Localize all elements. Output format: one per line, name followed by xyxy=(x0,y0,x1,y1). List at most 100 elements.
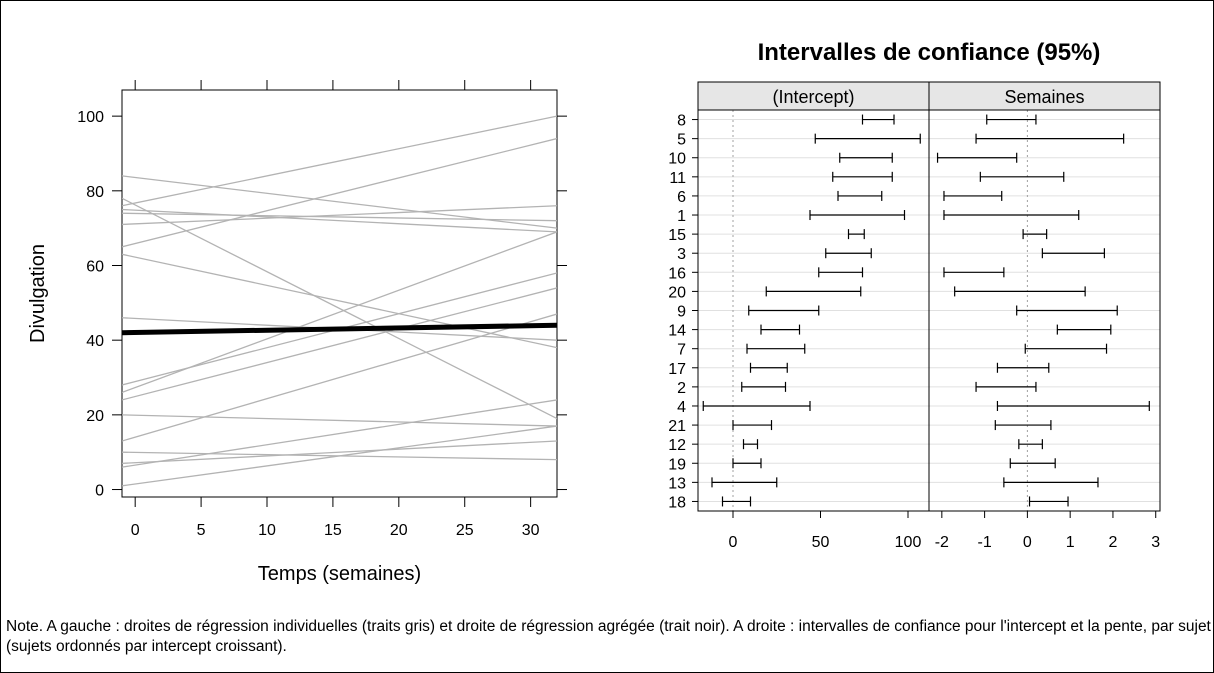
interval-subject-9 xyxy=(748,305,820,316)
interval-subject-7 xyxy=(746,343,806,354)
individual-line-17 xyxy=(122,399,557,468)
subject-label: 1 xyxy=(677,208,686,225)
individual-line-6 xyxy=(122,205,557,226)
y-tick-label: 20 xyxy=(86,408,104,425)
y-tick-label: 40 xyxy=(86,333,104,350)
interval-subject-1 xyxy=(943,210,1080,221)
interval-subject-11 xyxy=(979,171,1065,182)
interval-subject-20 xyxy=(954,286,1086,297)
interval-subject-21 xyxy=(732,420,773,431)
individual-line-4 xyxy=(122,208,557,233)
subject-label: 15 xyxy=(668,227,686,244)
subject-label: 2 xyxy=(677,380,686,397)
interval-subject-18 xyxy=(1028,496,1069,507)
interval-subject-12 xyxy=(1018,439,1043,450)
subject-label: 21 xyxy=(668,418,686,435)
panel-strip-label: Semaines xyxy=(1004,87,1084,107)
interval-subject-20 xyxy=(765,286,862,297)
regression-lines-chart: 0 5 10 15 20 25 30 0 20 40 60 80 100 Temps (semaines… xyxy=(27,80,567,585)
y-tick-label: 80 xyxy=(86,184,104,201)
interval-subject-21 xyxy=(994,420,1052,431)
y-tick-label: 60 xyxy=(86,258,104,275)
x-tick-label: 3 xyxy=(1151,534,1160,551)
individual-line-2 xyxy=(122,197,557,420)
x-tick-label: 0 xyxy=(1023,534,1032,551)
subject-labels: 8 5 10 11 6 1 15 3 16 20 9 14 7 17 2 4 21 12 19 13 18 xyxy=(668,113,698,511)
x-tick-label: 100 xyxy=(895,534,922,551)
individual-line-12 xyxy=(122,287,557,401)
x-tick-label: 0 xyxy=(131,522,140,539)
x-axis-label: Temps (semaines) xyxy=(258,563,421,585)
aggregate-line xyxy=(122,322,557,336)
chart-title: Intervalles de confiance (95%) xyxy=(758,39,1101,66)
subject-label: 11 xyxy=(669,170,686,187)
subject-label: 17 xyxy=(668,361,686,378)
x-tick-label: 15 xyxy=(324,522,342,539)
interval-subject-13 xyxy=(711,477,778,488)
interval-subject-2 xyxy=(975,381,1037,392)
interval-subject-16 xyxy=(943,267,1005,278)
left-axes: 0 5 10 15 20 25 30 0 20 40 60 80 100 xyxy=(77,80,567,539)
panel-strip-label: (Intercept) xyxy=(772,87,854,107)
subject-label: 20 xyxy=(668,284,686,301)
interval-subject-3 xyxy=(1041,248,1105,259)
panel-semaines: Semaines -2 -1 0 1 2 3 xyxy=(928,81,1161,551)
panel-border xyxy=(928,109,1161,512)
individual-line-7 xyxy=(122,137,557,248)
interval-subject-5 xyxy=(814,133,921,144)
interval-subject-19 xyxy=(732,458,762,469)
interval-subject-4 xyxy=(996,400,1150,411)
panel-intercept: (Intercept) 0 50 100 xyxy=(697,81,930,551)
interval-subject-9 xyxy=(1016,305,1118,316)
subject-label: 5 xyxy=(677,132,686,149)
x-tick-label: 30 xyxy=(522,522,540,539)
interval-subject-12 xyxy=(742,439,759,450)
interval-subject-16 xyxy=(818,267,864,278)
x-tick-label: -2 xyxy=(935,534,949,551)
subject-label: 4 xyxy=(677,399,686,416)
interval-subject-17 xyxy=(996,362,1050,373)
interval-subject-6 xyxy=(943,190,1003,201)
x-tick-label: 25 xyxy=(456,522,474,539)
interval-subject-2 xyxy=(741,381,787,392)
x-tick-label: -1 xyxy=(977,534,991,551)
subject-label: 7 xyxy=(677,342,686,359)
interval-subject-10 xyxy=(839,152,893,163)
interval-subject-17 xyxy=(749,362,788,373)
subject-label: 19 xyxy=(668,456,686,473)
x-tick-label: 2 xyxy=(1108,534,1117,551)
x-tick-label: 20 xyxy=(390,522,408,539)
y-tick-label: 100 xyxy=(77,109,104,126)
subject-label: 8 xyxy=(677,113,686,130)
left-plot-area xyxy=(121,89,558,498)
x-tick-label: 50 xyxy=(812,534,830,551)
subject-label: 18 xyxy=(668,494,686,511)
individual-line-3 xyxy=(122,115,557,207)
individual-line-11 xyxy=(122,231,557,394)
subject-label: 9 xyxy=(677,304,686,321)
subject-label: 3 xyxy=(677,246,686,263)
x-tick-label: 0 xyxy=(729,534,738,551)
y-axis-label: Divulgation xyxy=(27,244,49,343)
individual-line-8 xyxy=(122,253,557,349)
aggregate-regression-line xyxy=(122,322,557,336)
interval-subject-19 xyxy=(1009,458,1056,469)
figure-note: Note. A gauche : droites de régression i… xyxy=(6,618,1211,655)
interval-subject-14 xyxy=(760,324,801,335)
interval-subject-14 xyxy=(1056,324,1112,335)
subject-label: 13 xyxy=(668,475,686,492)
individual-line-16 xyxy=(122,440,557,465)
y-tick-label: 0 xyxy=(95,483,104,500)
subject-label: 14 xyxy=(668,323,686,340)
interval-subject-6 xyxy=(837,190,883,201)
x-tick-label: 10 xyxy=(258,522,276,539)
interval-subject-10 xyxy=(936,152,1018,163)
interval-subject-11 xyxy=(832,171,893,182)
interval-subject-8 xyxy=(986,114,1037,125)
interval-subject-13 xyxy=(1003,477,1099,488)
individual-line-5 xyxy=(122,212,557,222)
subject-label: 16 xyxy=(668,265,686,282)
subject-label: 6 xyxy=(677,189,686,206)
